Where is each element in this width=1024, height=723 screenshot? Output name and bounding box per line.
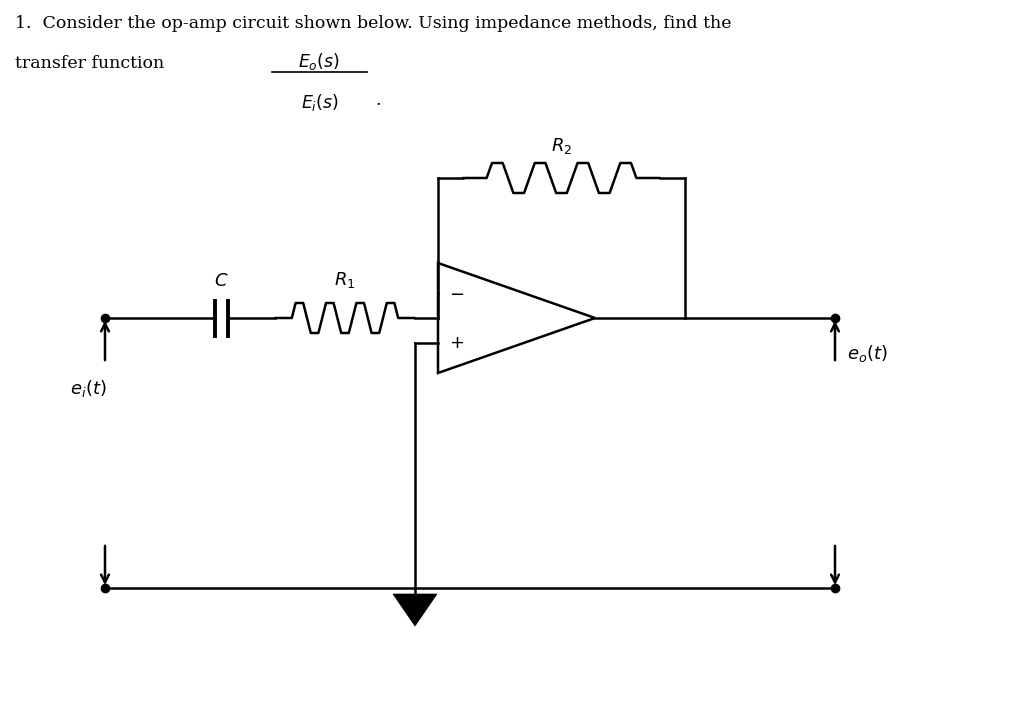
Text: .: . xyxy=(375,92,381,109)
Text: $C$: $C$ xyxy=(214,272,228,290)
Text: $-$: $-$ xyxy=(450,284,465,302)
Text: $e_o(t)$: $e_o(t)$ xyxy=(847,343,888,364)
Text: $E_o(s)$: $E_o(s)$ xyxy=(298,51,341,72)
Polygon shape xyxy=(393,594,437,626)
Text: $E_i(s)$: $E_i(s)$ xyxy=(300,92,339,113)
Text: transfer function: transfer function xyxy=(15,55,164,72)
Text: $+$: $+$ xyxy=(450,334,465,352)
Text: $e_i(t)$: $e_i(t)$ xyxy=(70,378,106,399)
Text: 1.  Consider the op-amp circuit shown below. Using impedance methods, find the: 1. Consider the op-amp circuit shown bel… xyxy=(15,15,731,32)
Text: $R_2$: $R_2$ xyxy=(551,136,572,156)
Text: $R_1$: $R_1$ xyxy=(334,270,355,290)
